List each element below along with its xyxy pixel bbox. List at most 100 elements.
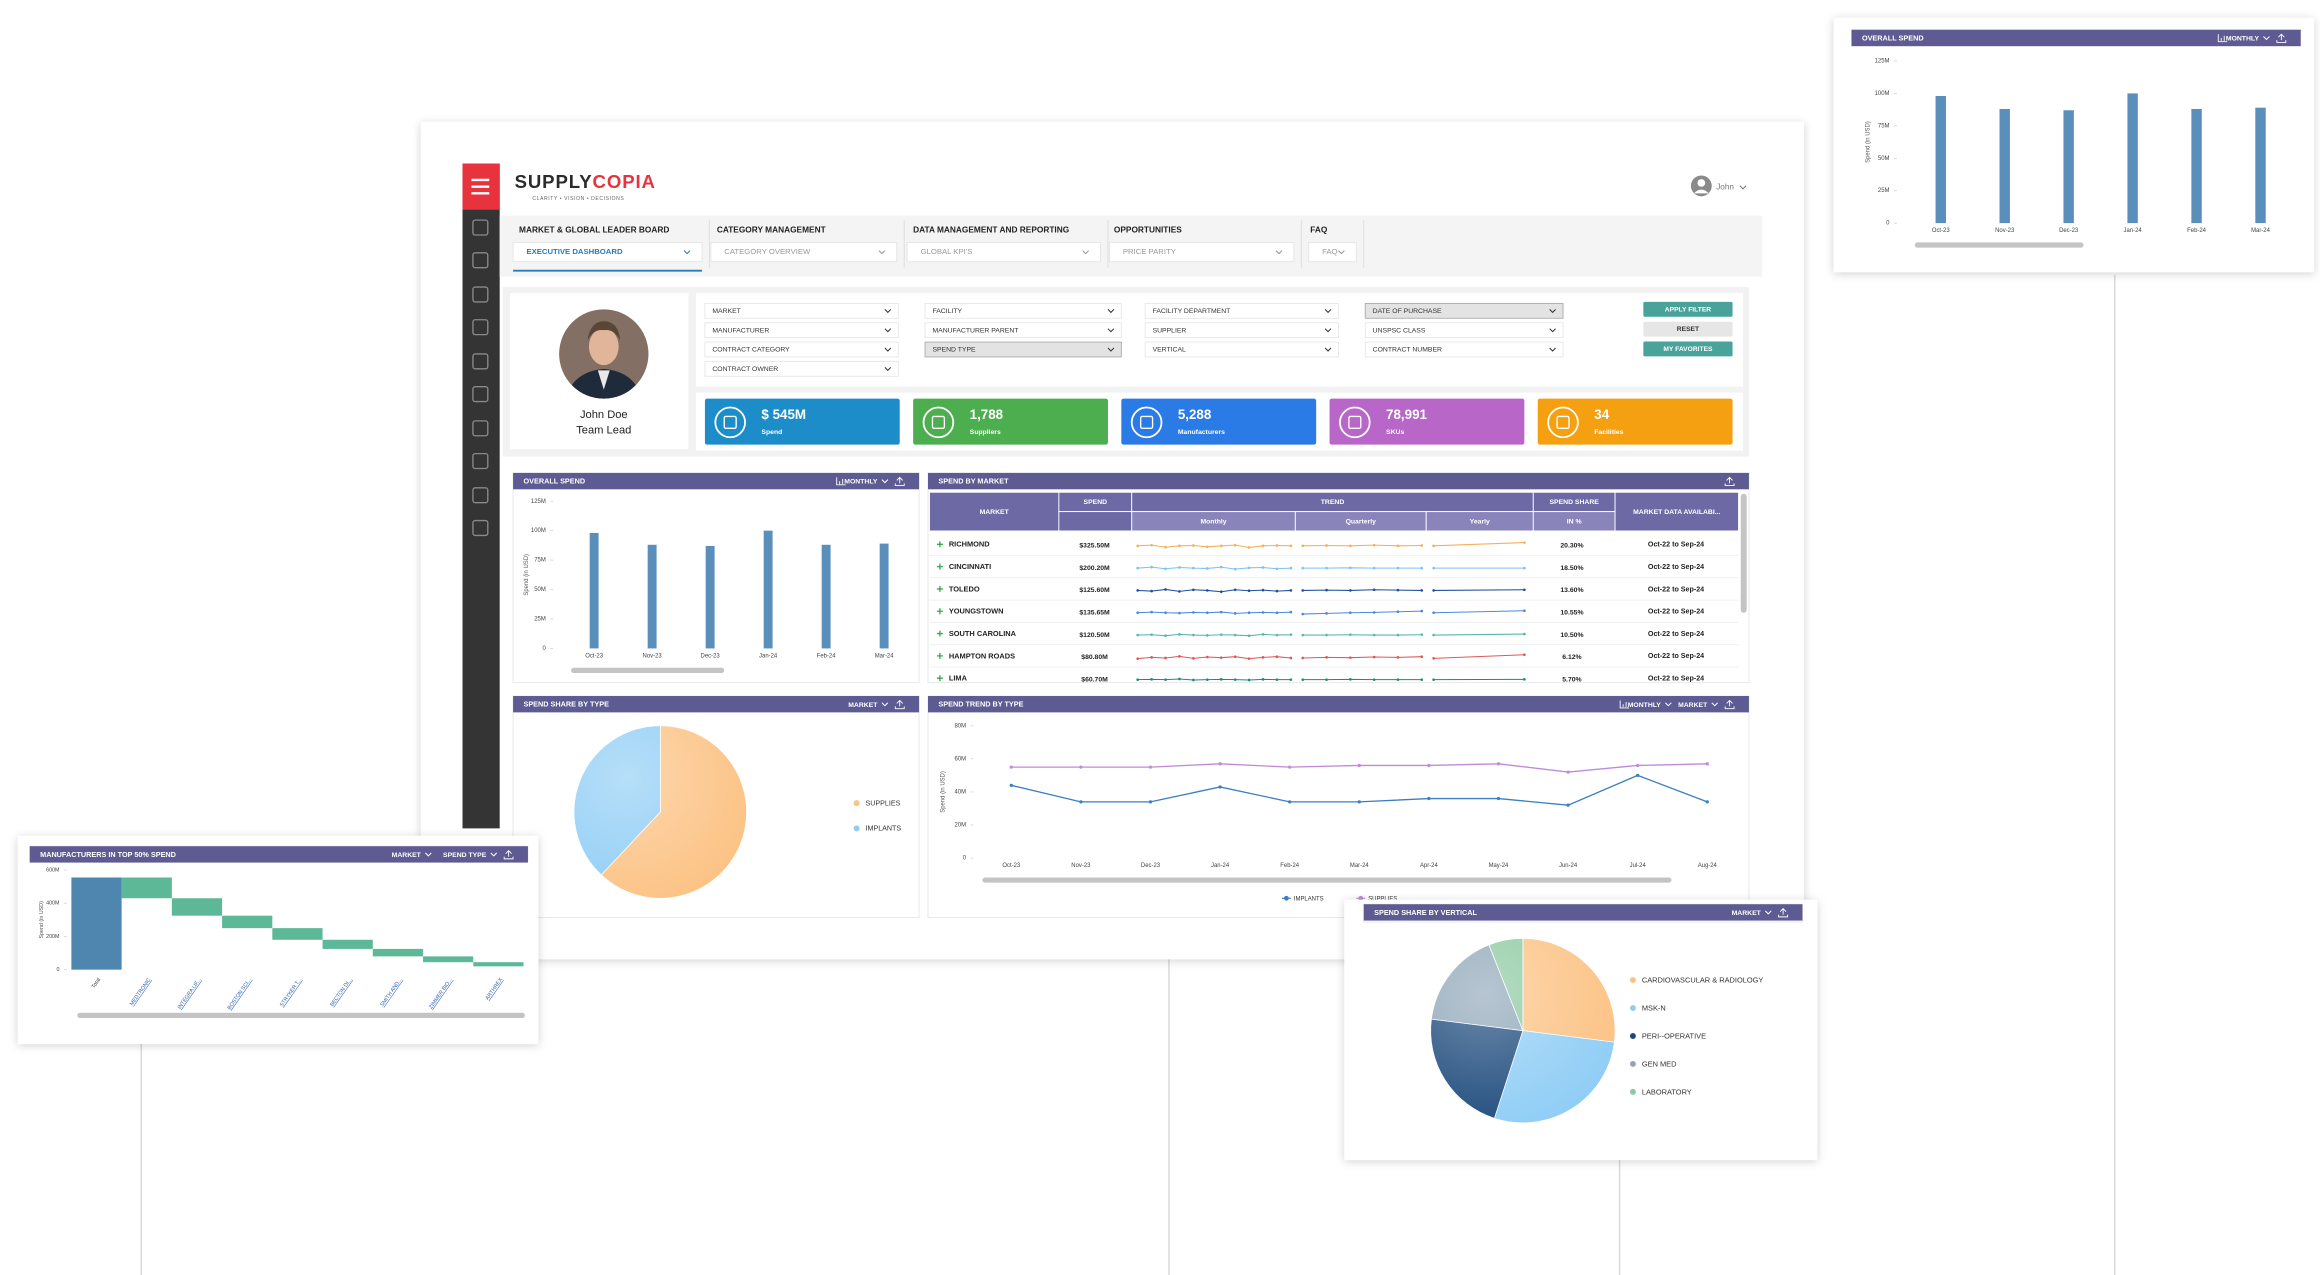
expand-icon[interactable] xyxy=(936,585,943,592)
nav-dropdown[interactable] xyxy=(906,241,1101,263)
filter-dropdown[interactable] xyxy=(1364,322,1564,339)
sparkline-point xyxy=(1349,611,1352,615)
sparkline-point xyxy=(1396,544,1400,548)
export-icon[interactable] xyxy=(1778,908,1789,918)
filter-dropdown[interactable] xyxy=(704,360,899,377)
panel-control[interactable]: MONTHLY xyxy=(844,479,878,486)
expand-icon[interactable] xyxy=(936,652,943,659)
filter-dropdown[interactable] xyxy=(704,341,899,358)
filter-label: SPEND TYPE xyxy=(932,347,976,354)
panel-control[interactable]: MONTHLY xyxy=(2226,35,2260,42)
sparkline-point xyxy=(1396,656,1400,659)
market-availability: Oct-22 to Sep-24 xyxy=(1648,608,1704,616)
nav-dropdown[interactable] xyxy=(512,241,703,263)
export-icon[interactable] xyxy=(1724,476,1735,487)
nav-dropdown[interactable] xyxy=(710,241,898,263)
filter-dropdown[interactable] xyxy=(1364,341,1564,358)
legend-label[interactable]: GEN MED xyxy=(1642,1059,1677,1068)
sparkline-point xyxy=(1164,656,1167,660)
sparkline-point xyxy=(1432,544,1435,548)
filter-dropdown[interactable] xyxy=(1144,341,1339,358)
sparkline-point xyxy=(1261,544,1265,548)
panel-title: SPEND BY MARKET xyxy=(938,476,1009,485)
filter-button[interactable] xyxy=(1643,321,1733,337)
kpi-tile xyxy=(1329,398,1525,445)
panel-control[interactable]: MONTHLY xyxy=(1628,702,1662,709)
chart-type-icon[interactable] xyxy=(836,477,846,486)
sparkline-point xyxy=(1372,678,1376,681)
sidebar-icon[interactable] xyxy=(472,252,489,269)
panel-title: SPEND SHARE BY TYPE xyxy=(523,700,609,709)
sparkline-point xyxy=(1301,589,1305,592)
panel-control[interactable]: MARKET xyxy=(1678,702,1708,709)
sidebar-icon[interactable] xyxy=(472,420,489,437)
expand-icon[interactable] xyxy=(936,675,943,682)
sidebar-icon[interactable] xyxy=(472,353,489,370)
expand-icon[interactable] xyxy=(936,630,943,637)
x-tick-label: Mar-24 xyxy=(1350,863,1370,869)
filter-dropdown[interactable] xyxy=(704,322,899,339)
panel-header xyxy=(513,696,920,713)
legend-label[interactable]: IMPLANTS xyxy=(866,825,902,833)
filter-button-label: MY FAVORITES xyxy=(1663,346,1713,353)
legend-label[interactable]: MSK-N xyxy=(1642,1003,1666,1012)
export-icon[interactable] xyxy=(894,699,905,710)
sidebar-icon[interactable] xyxy=(472,286,489,303)
sparkline-point xyxy=(1523,541,1526,544)
legend-label[interactable]: CARDIOVASCULAR & RADIOLOGY xyxy=(1642,975,1764,984)
export-icon[interactable] xyxy=(503,850,514,860)
y-tick-label: 50M xyxy=(534,587,546,593)
sidebar-icon[interactable] xyxy=(472,386,489,403)
filter-dropdown[interactable] xyxy=(924,341,1122,358)
nav-dropdown[interactable] xyxy=(1108,241,1295,263)
filter-label: CONTRACT OWNER xyxy=(712,366,778,373)
scrollbar[interactable] xyxy=(77,1012,525,1018)
chart-type-icon[interactable] xyxy=(2217,34,2228,43)
table-header-label: Yearly xyxy=(1470,519,1490,526)
filter-dropdown[interactable] xyxy=(1144,302,1339,319)
expand-icon[interactable] xyxy=(936,541,943,548)
legend-label[interactable]: IMPLANTS xyxy=(1294,896,1324,902)
scrollbar[interactable] xyxy=(571,667,725,673)
filter-dropdown[interactable] xyxy=(924,302,1122,319)
sparkline xyxy=(1137,678,1291,681)
filter-dropdown[interactable] xyxy=(1144,322,1339,339)
sidebar-icon[interactable] xyxy=(472,219,489,236)
scrollbar[interactable] xyxy=(982,877,1672,883)
chart-type-icon[interactable] xyxy=(1619,700,1630,709)
panel-control[interactable]: SPEND TYPE xyxy=(443,852,487,859)
sparkline-point xyxy=(1275,589,1279,593)
sidebar-icon[interactable] xyxy=(472,319,489,336)
filter-dropdown[interactable] xyxy=(1364,302,1564,319)
export-icon[interactable] xyxy=(894,476,905,487)
legend-label[interactable]: LABORATORY xyxy=(1642,1087,1692,1096)
filter-dropdown[interactable] xyxy=(924,322,1122,339)
expand-icon[interactable] xyxy=(936,563,943,570)
y-tick-label: 600M xyxy=(46,867,60,873)
panel-control[interactable]: MARKET xyxy=(392,852,422,859)
legend-label[interactable]: SUPPLIES xyxy=(866,799,901,807)
line-point xyxy=(1218,762,1222,766)
sidebar-icon[interactable] xyxy=(472,487,489,504)
filter-dropdown[interactable] xyxy=(704,302,899,319)
filter-button-label: RESET xyxy=(1677,326,1700,333)
sidebar-icon[interactable] xyxy=(472,519,489,537)
filter-button[interactable] xyxy=(1643,301,1733,317)
sidebar-icon[interactable] xyxy=(472,452,489,470)
market-share: 10.55% xyxy=(1560,610,1583,617)
filter-button[interactable] xyxy=(1643,341,1733,357)
sparkline-point xyxy=(1247,589,1251,593)
sparkline-point xyxy=(1233,678,1237,681)
legend-label[interactable]: SUPPLIES xyxy=(1368,896,1397,902)
legend-label[interactable]: PERI--OPERATIVE xyxy=(1642,1031,1706,1040)
kpi-value: 78,991 xyxy=(1386,407,1427,422)
expand-icon[interactable] xyxy=(936,608,943,615)
waterfall-bar xyxy=(423,956,474,963)
panel-control[interactable]: MARKET xyxy=(848,702,878,709)
scrollbar[interactable] xyxy=(1914,242,2084,248)
table-scrollbar[interactable] xyxy=(1740,493,1747,613)
export-icon[interactable] xyxy=(2276,33,2287,43)
nav-dropdown[interactable] xyxy=(1308,241,1357,263)
panel-control[interactable]: MARKET xyxy=(1732,910,1762,917)
export-icon[interactable] xyxy=(1724,699,1735,710)
